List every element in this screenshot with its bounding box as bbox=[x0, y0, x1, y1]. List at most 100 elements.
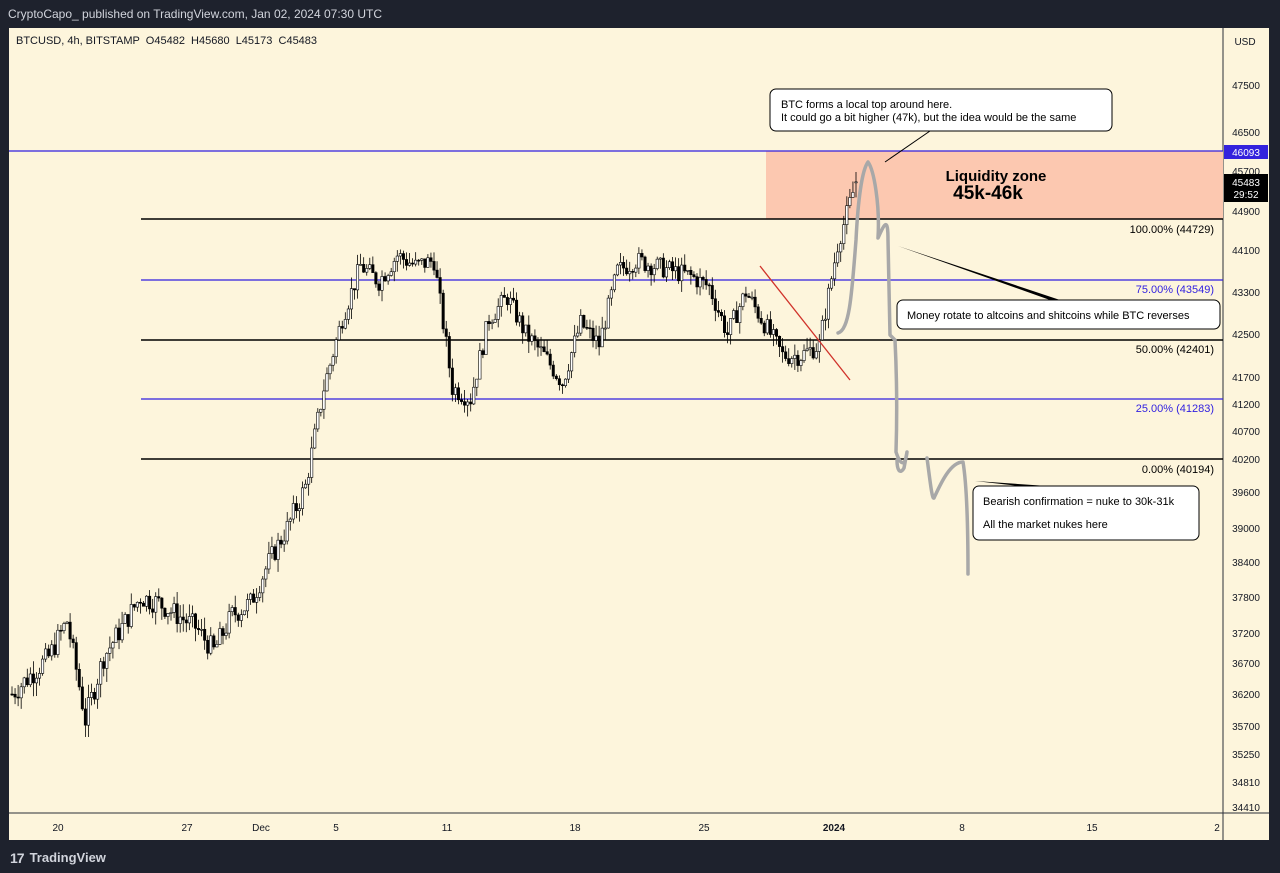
note-local-top-text: BTC forms a local top around here. It co… bbox=[781, 99, 1076, 124]
candle-body bbox=[374, 272, 378, 285]
candle-body bbox=[362, 264, 366, 273]
currency-button-box[interactable] bbox=[1227, 31, 1263, 51]
candle-body bbox=[781, 346, 785, 353]
candle-body bbox=[325, 373, 329, 392]
candle-body bbox=[44, 648, 48, 660]
candle-body bbox=[258, 592, 262, 598]
candle-body bbox=[190, 613, 194, 617]
note-bearish[interactable]: Bearish confirmation = nuke to 30k-31k A… bbox=[972, 481, 1200, 541]
candle-body bbox=[450, 367, 454, 395]
candle-body bbox=[652, 268, 656, 276]
candle-body bbox=[527, 324, 531, 342]
candle-body bbox=[524, 324, 528, 334]
candle-body bbox=[808, 347, 812, 350]
candle-body bbox=[96, 683, 100, 700]
candle-body bbox=[518, 315, 522, 323]
candle-body bbox=[444, 328, 448, 337]
note-local-top[interactable]: BTC forms a local top around here. It co… bbox=[769, 88, 1113, 163]
candle-body bbox=[750, 296, 754, 299]
candlestick-series[interactable] bbox=[10, 172, 858, 737]
candle-body bbox=[209, 635, 213, 654]
fib-retracement[interactable]: 100.00% (44729) 75.00% (43549) 50.00% (4… bbox=[141, 218, 1223, 476]
candle-body bbox=[239, 614, 243, 621]
fib-label-50: 50.00% (42401) bbox=[1136, 344, 1214, 356]
candle-body bbox=[200, 628, 204, 631]
candle-body bbox=[469, 401, 473, 405]
price-tick-label: 41700 bbox=[1232, 373, 1260, 384]
candle-body bbox=[836, 251, 840, 264]
candle-body bbox=[264, 568, 268, 580]
candle-body bbox=[567, 370, 571, 380]
candle-body bbox=[233, 607, 237, 616]
candle-body bbox=[291, 503, 295, 520]
time-axis[interactable] bbox=[9, 813, 1223, 840]
note-bearish-text: Bearish confirmation = nuke to 30k-31k bbox=[983, 496, 1175, 508]
candle-body bbox=[395, 255, 399, 262]
candle-body bbox=[790, 358, 794, 364]
candle-body bbox=[539, 346, 543, 349]
candle-body bbox=[334, 339, 338, 358]
candle-body bbox=[646, 265, 650, 271]
candle-body bbox=[530, 335, 534, 342]
price-tick-label: 38400 bbox=[1232, 558, 1260, 569]
candle-body bbox=[132, 604, 136, 608]
candle-body bbox=[826, 287, 830, 320]
candle-body bbox=[557, 378, 561, 386]
candle-body bbox=[236, 614, 240, 621]
price-axis[interactable] bbox=[1223, 28, 1269, 840]
currency-button-label[interactable]: USD bbox=[1234, 37, 1255, 48]
candle-body bbox=[661, 257, 665, 278]
candle-body bbox=[126, 614, 130, 627]
price-tag-level: 46093 bbox=[1224, 145, 1268, 159]
price-tag-countdown: 29:52 bbox=[1233, 190, 1258, 201]
candle-body bbox=[212, 635, 216, 648]
candle-body bbox=[371, 264, 375, 273]
candle-body bbox=[151, 608, 155, 613]
candle-body bbox=[215, 644, 219, 648]
candle-body bbox=[301, 487, 305, 509]
candle-body bbox=[99, 661, 103, 685]
price-tick-label: 40200 bbox=[1232, 455, 1260, 466]
candle-body bbox=[744, 293, 748, 297]
candle-body bbox=[38, 673, 42, 679]
downtrend-line[interactable] bbox=[759, 265, 851, 381]
candle-body bbox=[637, 253, 641, 269]
candle-body bbox=[753, 296, 757, 308]
candle-body bbox=[166, 613, 170, 617]
candle-body bbox=[466, 401, 470, 406]
note-money-rotate-text: Money rotate to altcoins and shitcoins w… bbox=[907, 310, 1190, 322]
note-money-rotate[interactable]: Money rotate to altcoins and shitcoins w… bbox=[896, 246, 1221, 330]
candle-body bbox=[401, 253, 405, 260]
candle-body bbox=[307, 477, 311, 485]
candle-body bbox=[692, 274, 696, 277]
candle-body bbox=[319, 408, 323, 413]
currency-button[interactable]: USD bbox=[1227, 31, 1263, 51]
candle-body bbox=[576, 332, 580, 337]
candle-body bbox=[62, 623, 66, 631]
price-tick-label: 37800 bbox=[1232, 593, 1260, 604]
note-money-rotate-box bbox=[896, 299, 1221, 330]
candle-body bbox=[701, 277, 705, 280]
candle-body bbox=[74, 642, 78, 670]
note-bearish-box bbox=[972, 485, 1200, 541]
candle-body bbox=[276, 539, 280, 560]
candle-body bbox=[793, 354, 797, 359]
candle-body bbox=[625, 267, 629, 275]
candle-body bbox=[316, 411, 320, 430]
note-local-top-pointer bbox=[884, 130, 931, 163]
candle-body bbox=[787, 358, 791, 364]
candle-body bbox=[521, 315, 525, 334]
candle-body bbox=[359, 264, 363, 266]
projection-path[interactable] bbox=[836, 160, 970, 576]
candle-body bbox=[365, 268, 369, 273]
candle-body bbox=[729, 318, 733, 335]
price-tick-label: 34410 bbox=[1232, 803, 1260, 814]
candle-body bbox=[845, 205, 849, 225]
price-tick-label: 35250 bbox=[1232, 750, 1260, 761]
candle-body bbox=[683, 264, 687, 272]
candle-body bbox=[582, 315, 586, 328]
note-market-nukes-text: All the market nukes here bbox=[983, 519, 1108, 531]
price-tick-label: 44100 bbox=[1232, 246, 1260, 257]
chart-area[interactable]: Liquidity zone 45k-46k 100.00% (44729) 7… bbox=[0, 0, 1280, 843]
candle-body bbox=[343, 319, 347, 329]
